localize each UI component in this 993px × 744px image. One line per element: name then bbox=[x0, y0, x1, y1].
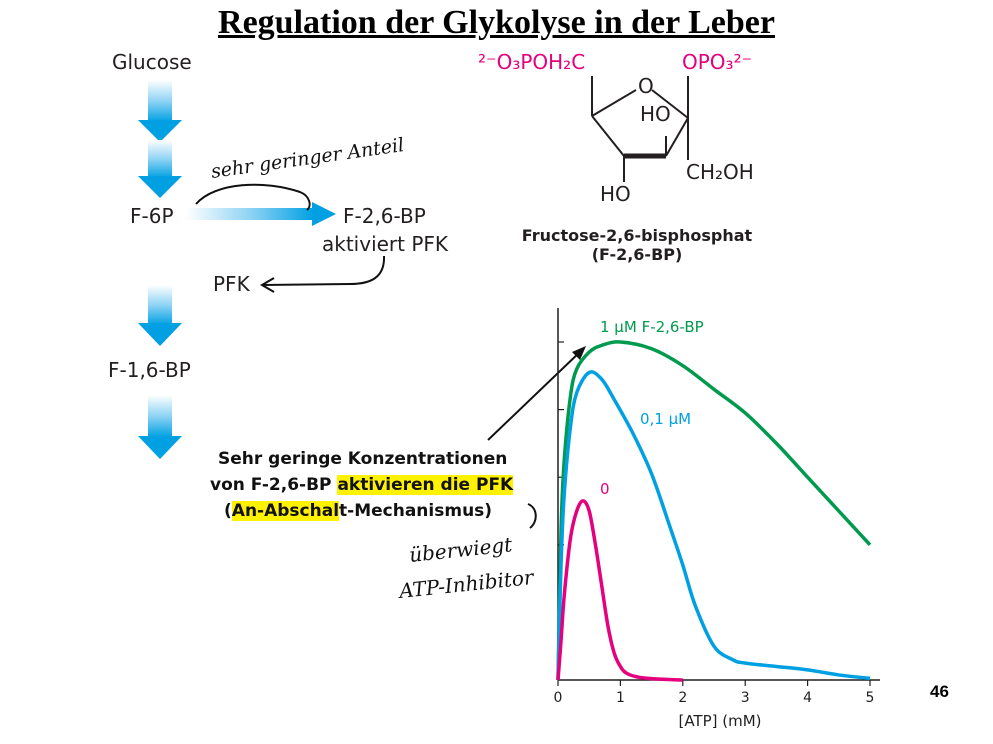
glucose-label: Glucose bbox=[112, 50, 192, 74]
series-line-0 bbox=[556, 340, 872, 681]
pfk-activity-chart: 0 1 2 3 4 5 [ATP] (mM) 1 µM F-2,6-BP 0,1 µM 0 bbox=[554, 308, 880, 730]
ring-oxygen-label: O bbox=[638, 74, 654, 98]
fructose-ring-structure bbox=[591, 76, 689, 182]
structure-caption-abbrev: (F-2,6-BP) bbox=[591, 245, 683, 264]
x-tick-label: 4 bbox=[803, 690, 812, 706]
x-tick-label: 2 bbox=[678, 690, 687, 706]
activates-pfk-label: aktiviert PFK bbox=[322, 232, 449, 256]
series-line-2 bbox=[556, 499, 683, 682]
x-tick-label: 1 bbox=[616, 690, 625, 706]
down-arrow-2 bbox=[138, 140, 182, 198]
series-line-1 bbox=[556, 370, 871, 681]
callout-line-3-rest: t-Mechanismus) bbox=[339, 501, 493, 521]
callout-line-1: Sehr geringe Konzentrationen bbox=[218, 449, 508, 469]
callout-arrowhead bbox=[572, 346, 586, 360]
chart-x-ticks: 0 1 2 3 4 5 bbox=[554, 680, 875, 706]
x-tick-label: 3 bbox=[741, 690, 750, 706]
callout-highlight-mechanism: An-Abschal bbox=[231, 501, 340, 521]
f16bp-label: F-1,6-BP bbox=[108, 358, 191, 382]
x-tick-label: 5 bbox=[866, 690, 875, 706]
handwritten-bracket bbox=[527, 503, 537, 529]
phosphate-group-right: OPO₃²⁻ bbox=[682, 50, 753, 74]
x-tick-label: 0 bbox=[554, 690, 563, 706]
pfk-label: PFK bbox=[213, 272, 250, 296]
callout-line-2-text: von F-2,6-BP bbox=[210, 475, 338, 495]
series-label-01um: 0,1 µM bbox=[640, 410, 691, 428]
handwritten-note-ueberwiegt: überwiegt bbox=[408, 532, 514, 567]
series-label-0: 0 bbox=[600, 480, 610, 498]
activation-arrowhead bbox=[260, 277, 275, 293]
activation-arrow bbox=[261, 255, 386, 286]
f6p-label: F-6P bbox=[130, 204, 174, 228]
down-arrow-3 bbox=[138, 285, 182, 346]
down-arrow-1 bbox=[138, 80, 182, 142]
callout-line-3: (An-Abschalt-Mechanismus) bbox=[210, 498, 513, 524]
down-arrow-4 bbox=[138, 395, 182, 459]
structure-caption: Fructose-2,6-bisphosphat (F-2,6-BP) bbox=[517, 226, 757, 264]
callout-paren: ( bbox=[224, 501, 232, 521]
ring-ho-label: HO bbox=[640, 102, 671, 126]
page-number: 46 bbox=[930, 682, 949, 701]
callout-line-2: von F-2,6-BP aktivieren die PFK bbox=[210, 472, 514, 498]
page-title: Regulation der Glykolyse in der Leber bbox=[218, 4, 775, 41]
structure-caption-name: Fructose-2,6-bisphosphat bbox=[521, 226, 753, 245]
f6p-to-f26bp-arrow bbox=[186, 202, 336, 226]
phosphate-group-left: ²⁻O₃POH₂C bbox=[478, 50, 586, 74]
callout-highlight-activate: aktivieren die PFK bbox=[337, 475, 514, 495]
handwritten-curve-arrow bbox=[195, 183, 311, 211]
f26bp-label: F-2,6-BP bbox=[343, 204, 426, 228]
bottom-ho-label: HO bbox=[600, 182, 631, 206]
handwritten-note-anteil: sehr geringer Anteil bbox=[210, 134, 406, 183]
chart-series-lines bbox=[556, 340, 872, 682]
callout-box: Sehr geringe Konzentrationen von F-2,6-B… bbox=[210, 446, 514, 524]
ch2oh-label: CH₂OH bbox=[686, 160, 754, 184]
series-label-1um: 1 µM F-2,6-BP bbox=[600, 318, 704, 336]
callout-arrow bbox=[487, 349, 583, 441]
handwritten-note-atp-inhibitor: ATP-Inhibitor bbox=[396, 565, 536, 603]
chart-x-axis-label: [ATP] (mM) bbox=[678, 712, 761, 730]
